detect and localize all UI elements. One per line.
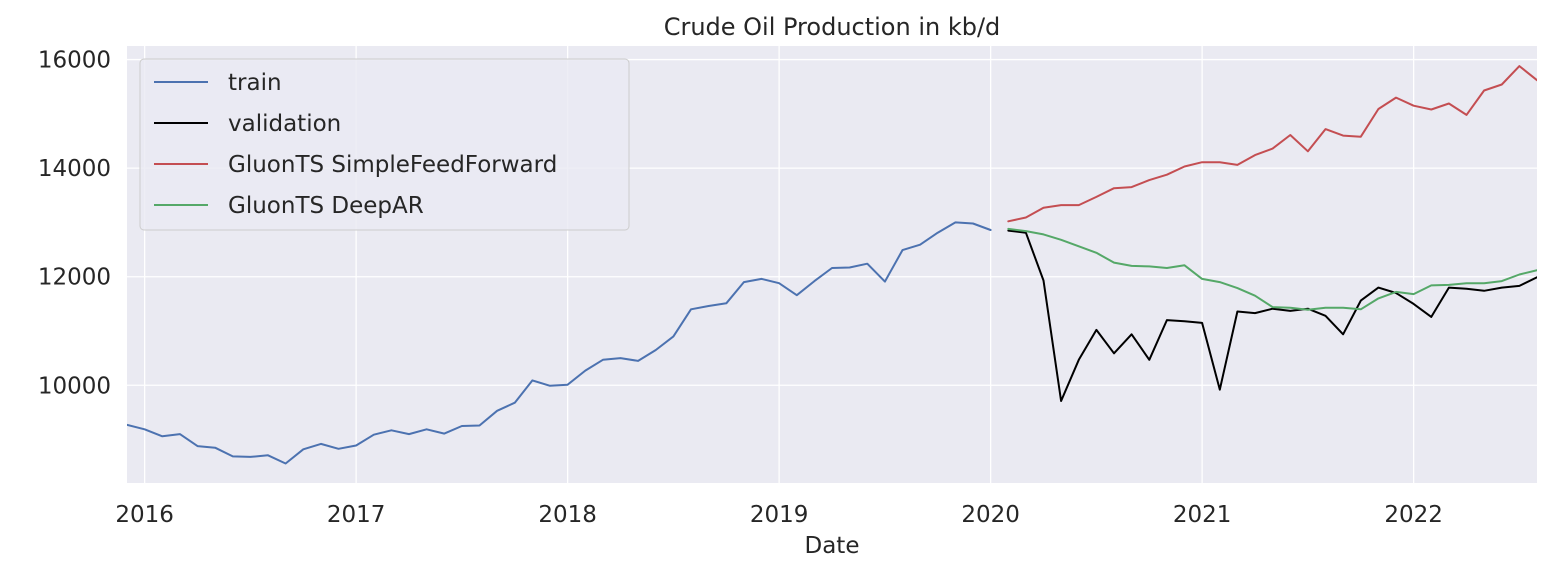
x-tick-label: 2020 bbox=[961, 502, 1020, 528]
y-tick-label: 14000 bbox=[38, 156, 111, 182]
y-tick-label: 16000 bbox=[38, 48, 111, 74]
series-line-train bbox=[127, 221, 992, 465]
series-line-gluonts-simplefeedforward bbox=[1007, 65, 1537, 223]
chart-title: Crude Oil Production in kb/d bbox=[664, 13, 1001, 41]
series-line-validation bbox=[1007, 229, 1537, 402]
legend-box bbox=[139, 58, 630, 231]
legend: train validation GluonTS SimpleFeedForward… bbox=[139, 58, 630, 231]
y-tick-label: 10000 bbox=[38, 373, 111, 399]
x-tick-label: 2017 bbox=[327, 502, 386, 528]
legend-label: train bbox=[228, 70, 282, 96]
legend-label: validation bbox=[228, 111, 341, 137]
x-tick-label: 2022 bbox=[1384, 502, 1443, 528]
series-line-gluonts-deepar bbox=[1007, 227, 1537, 311]
x-tick-label: 2021 bbox=[1173, 502, 1232, 528]
y-tick-label: 12000 bbox=[38, 265, 111, 291]
series-layer bbox=[127, 65, 1537, 465]
x-tick-label: 2019 bbox=[750, 502, 809, 528]
x-axis: 2016 2017 2018 2019 2020 2021 2022 bbox=[115, 502, 1443, 528]
x-axis-label: Date bbox=[805, 533, 860, 559]
legend-label: GluonTS DeepAR bbox=[228, 193, 424, 219]
x-tick-label: 2018 bbox=[538, 502, 597, 528]
y-axis: 10000 12000 14000 16000 bbox=[38, 48, 111, 400]
x-tick-label: 2016 bbox=[115, 502, 174, 528]
legend-label: GluonTS SimpleFeedForward bbox=[228, 152, 557, 178]
